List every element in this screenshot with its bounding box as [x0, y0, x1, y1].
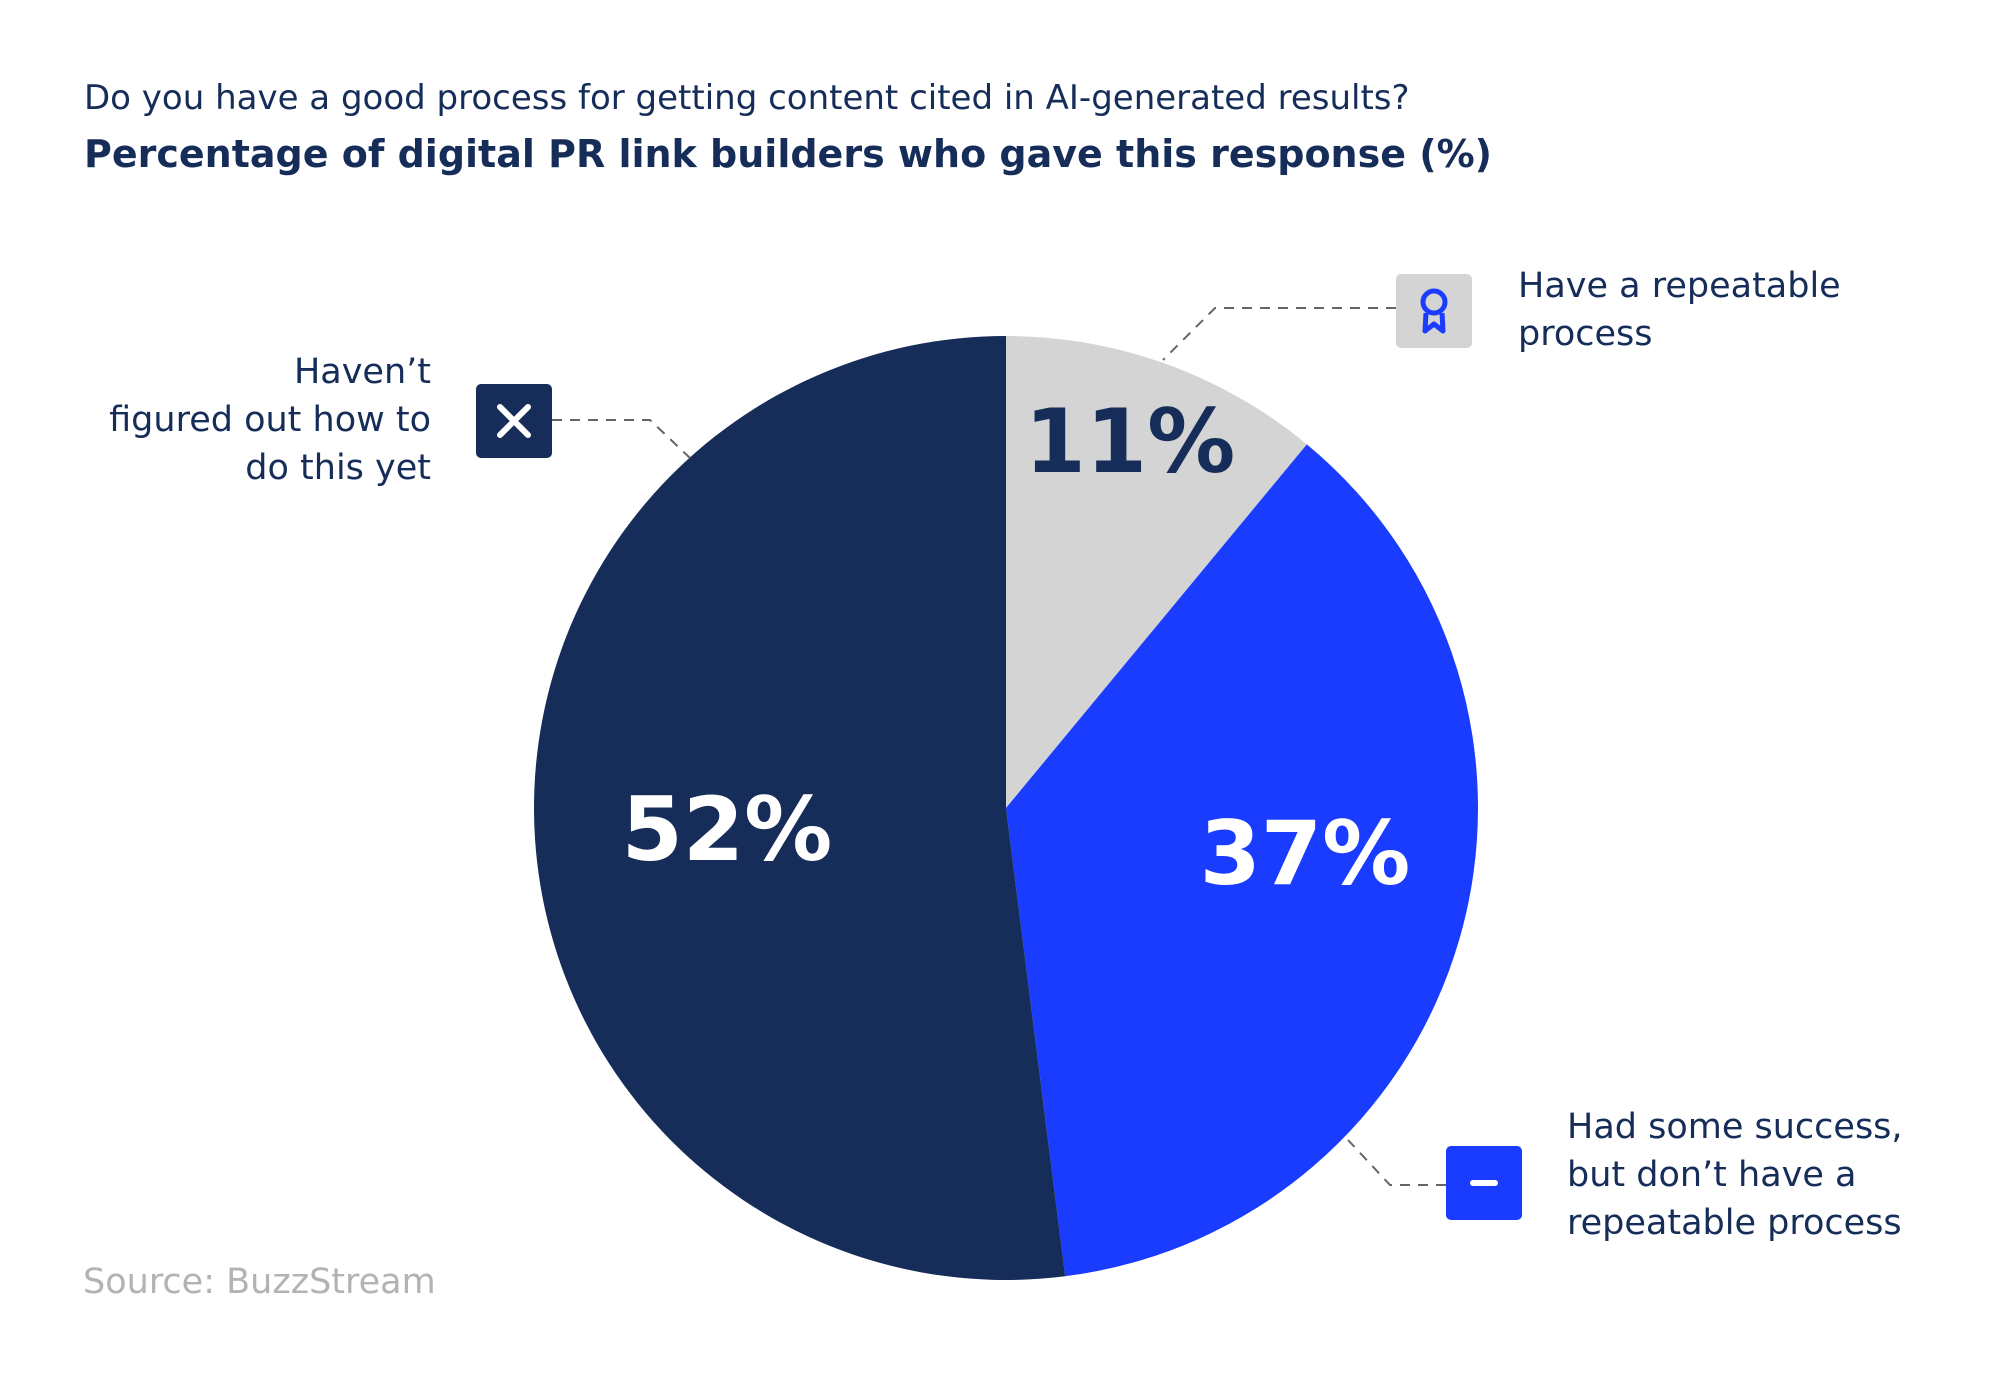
label-line: Have a repeatable	[1518, 266, 1841, 306]
slice-repeatable	[1006, 336, 1307, 808]
slice-not-yet	[534, 336, 1066, 1280]
chart-title: Do you have a good process for getting c…	[84, 78, 1410, 118]
label-line: process	[1518, 314, 1653, 354]
label-line: figured out how to	[109, 400, 431, 440]
slice-some-success	[1006, 444, 1478, 1277]
minus-icon	[1446, 1146, 1522, 1220]
legend-label-repeatable: Have a repeatable process	[1518, 262, 1841, 358]
label-line: Had some success,	[1567, 1107, 1903, 1147]
source-note: Source: BuzzStream	[83, 1262, 436, 1302]
label-line: repeatable process	[1567, 1203, 1902, 1243]
slice-label-repeatable: 11%	[1025, 390, 1236, 493]
slice-label-some-success: 37%	[1200, 802, 1411, 905]
x-icon	[476, 384, 552, 458]
leader-line-not-yet	[552, 419, 691, 459]
legend-label-not-yet: Haven’t figured out how to do this yet	[109, 348, 431, 492]
label-line: Haven’t	[293, 352, 431, 392]
award-ribbon-icon	[1396, 274, 1472, 348]
leader-line-some-success	[1347, 1139, 1446, 1186]
slice-label-not-yet: 52%	[622, 778, 833, 881]
chart-subtitle: Percentage of digital PR link builders w…	[84, 132, 1493, 176]
label-line: do this yet	[245, 448, 431, 488]
legend-label-some-success: Had some success, but don’t have a repea…	[1567, 1103, 1903, 1247]
label-line: but don’t have a	[1567, 1155, 1857, 1195]
leader-line-repeatable	[1162, 307, 1396, 361]
